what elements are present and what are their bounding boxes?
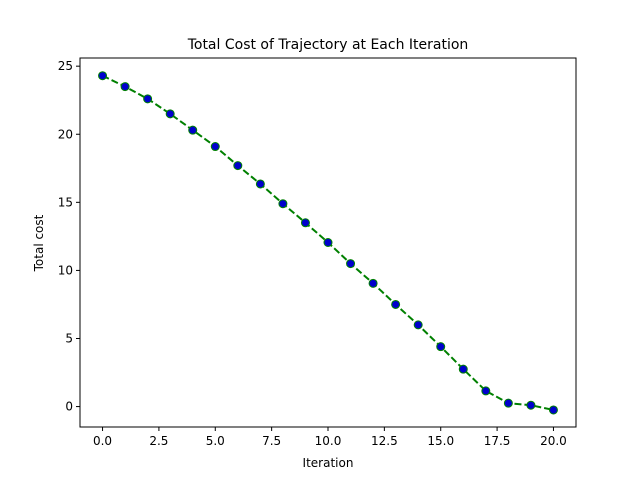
y-axis-label: Total cost (32, 214, 46, 272)
data-point (346, 259, 356, 269)
y-axis: 0 5 10 15 20 25 (58, 59, 80, 414)
data-point (255, 179, 265, 189)
y-tick-label: 0 (65, 400, 73, 414)
x-tick-label: 10.0 (315, 434, 342, 448)
plot-area (98, 71, 558, 415)
y-tick-label: 5 (65, 331, 73, 345)
data-point (548, 405, 558, 415)
y-tick-label: 10 (58, 263, 73, 277)
y-tick-label: 25 (58, 59, 73, 73)
data-point (98, 71, 108, 81)
data-point (210, 142, 220, 152)
x-tick-label: 0.0 (93, 434, 112, 448)
data-point (323, 238, 333, 247)
x-tick-label: 15.0 (427, 434, 454, 448)
x-tick-label: 12.5 (371, 434, 398, 448)
plot-frame (79, 57, 577, 428)
x-axis: 0.0 2.5 5.0 7.5 10.0 12.5 15.0 17.5 20.0 (93, 427, 567, 448)
x-axis-label: Iteration (303, 456, 354, 470)
data-point (300, 218, 310, 228)
x-tick-label: 2.5 (149, 434, 168, 448)
data-point (143, 94, 153, 104)
data-point (188, 125, 198, 135)
data-point (233, 161, 243, 171)
data-point (368, 278, 378, 288)
chart-title: Total Cost of Trajectory at Each Iterati… (187, 37, 469, 53)
y-tick-label: 20 (58, 127, 73, 141)
x-tick-label: 7.5 (262, 434, 281, 448)
data-point (413, 320, 423, 330)
x-tick-label: 20.0 (540, 434, 567, 448)
data-point (481, 386, 491, 396)
data-point (436, 342, 446, 352)
data-point (458, 364, 468, 374)
data-point (165, 109, 175, 119)
data-point (391, 299, 401, 309)
x-tick-label: 5.0 (206, 434, 225, 448)
x-tick-label: 17.5 (484, 434, 511, 448)
data-point (503, 398, 513, 408)
y-tick-label: 15 (58, 195, 73, 209)
data-point (278, 199, 288, 209)
data-point (526, 400, 536, 410)
data-point (120, 82, 130, 92)
